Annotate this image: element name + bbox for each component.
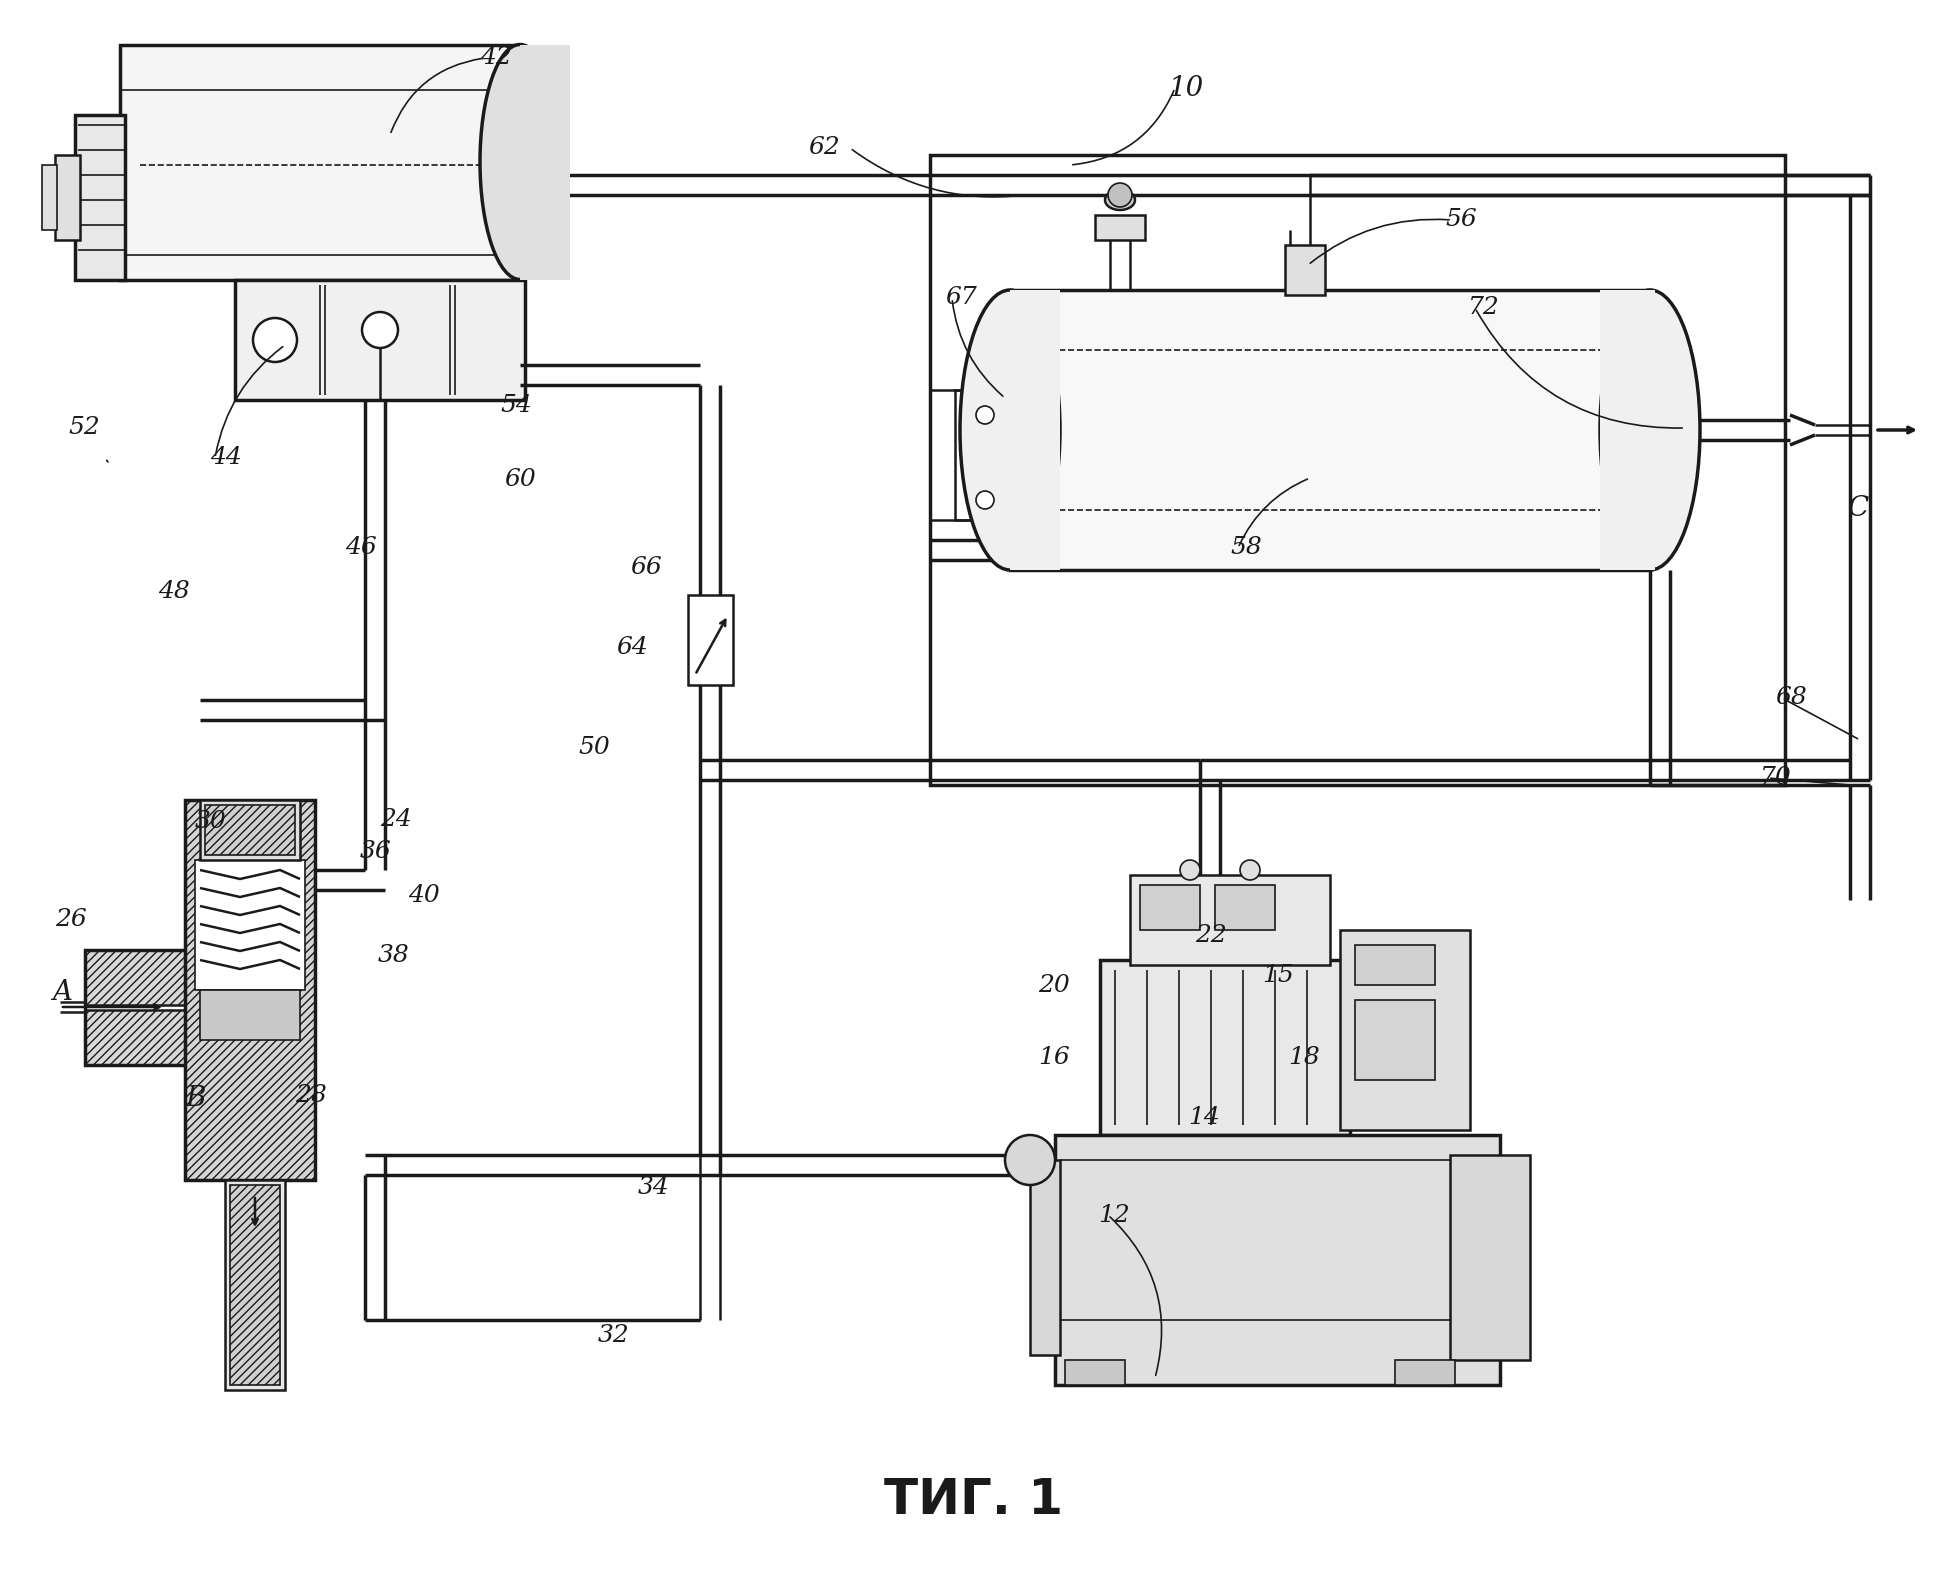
Circle shape bbox=[362, 311, 397, 348]
Bar bbox=[1356, 1001, 1436, 1080]
Circle shape bbox=[976, 405, 993, 425]
Text: 40: 40 bbox=[407, 884, 440, 907]
Ellipse shape bbox=[479, 45, 559, 279]
Text: 50: 50 bbox=[579, 736, 610, 760]
Bar bbox=[688, 595, 732, 685]
Bar bbox=[1030, 1160, 1060, 1355]
Text: 58: 58 bbox=[1229, 536, 1262, 560]
Bar bbox=[1009, 290, 1650, 570]
Bar bbox=[520, 45, 571, 279]
Bar bbox=[1140, 886, 1200, 930]
Text: 16: 16 bbox=[1038, 1047, 1069, 1069]
Bar bbox=[929, 155, 1784, 785]
Text: 18: 18 bbox=[1288, 1047, 1319, 1069]
Bar bbox=[185, 800, 316, 1179]
Bar bbox=[1356, 945, 1436, 985]
Text: 30: 30 bbox=[195, 811, 226, 833]
Circle shape bbox=[1241, 860, 1260, 879]
Bar bbox=[1056, 1135, 1500, 1385]
Text: 36: 36 bbox=[360, 841, 392, 863]
Ellipse shape bbox=[960, 290, 1060, 570]
Text: ΤИГ. 1: ΤИГ. 1 bbox=[884, 1476, 1064, 1524]
Text: 28: 28 bbox=[294, 1084, 327, 1106]
Bar bbox=[195, 860, 306, 990]
Text: 44: 44 bbox=[210, 447, 242, 469]
Circle shape bbox=[1005, 1135, 1056, 1184]
Bar bbox=[55, 155, 80, 239]
Ellipse shape bbox=[1599, 290, 1701, 570]
Bar bbox=[230, 1184, 281, 1385]
Text: 26: 26 bbox=[55, 908, 88, 932]
Ellipse shape bbox=[1105, 190, 1136, 211]
Bar bbox=[1449, 1156, 1529, 1360]
Bar bbox=[1395, 1360, 1455, 1385]
Text: 38: 38 bbox=[378, 943, 409, 967]
Text: B: B bbox=[185, 1085, 205, 1111]
Text: 48: 48 bbox=[158, 581, 189, 603]
Bar bbox=[1009, 290, 1060, 570]
Text: 66: 66 bbox=[629, 557, 662, 579]
Bar bbox=[1095, 215, 1145, 239]
Text: 72: 72 bbox=[1469, 297, 1500, 319]
Text: 32: 32 bbox=[598, 1323, 629, 1347]
Text: 42: 42 bbox=[479, 46, 512, 70]
Circle shape bbox=[1180, 860, 1200, 879]
Text: 10: 10 bbox=[1169, 75, 1204, 102]
Bar bbox=[955, 389, 1015, 520]
Bar bbox=[86, 950, 201, 1005]
Text: 52: 52 bbox=[68, 417, 99, 439]
Text: 54: 54 bbox=[501, 394, 532, 417]
Text: 46: 46 bbox=[345, 536, 376, 560]
Bar bbox=[226, 1179, 284, 1390]
Bar bbox=[205, 804, 294, 855]
Text: 22: 22 bbox=[1194, 924, 1227, 946]
Bar bbox=[201, 990, 300, 1041]
Bar bbox=[1066, 1360, 1126, 1385]
Text: 64: 64 bbox=[616, 637, 649, 659]
Bar bbox=[86, 950, 201, 1065]
Circle shape bbox=[253, 318, 296, 362]
Text: 12: 12 bbox=[1099, 1203, 1130, 1226]
Bar bbox=[1286, 246, 1325, 295]
Text: 62: 62 bbox=[808, 137, 840, 160]
Bar bbox=[86, 1010, 201, 1065]
Text: 20: 20 bbox=[1038, 974, 1069, 996]
Text: 56: 56 bbox=[1445, 209, 1477, 231]
Bar bbox=[76, 115, 125, 279]
Bar bbox=[1130, 875, 1330, 966]
Text: 24: 24 bbox=[380, 809, 411, 832]
Circle shape bbox=[976, 492, 993, 509]
Bar bbox=[1101, 961, 1350, 1135]
Bar bbox=[1599, 290, 1656, 570]
Text: A: A bbox=[53, 978, 72, 1005]
Circle shape bbox=[1108, 184, 1132, 207]
Bar bbox=[201, 800, 300, 860]
Text: 70: 70 bbox=[1759, 766, 1792, 790]
Bar bbox=[1216, 886, 1276, 930]
Text: C: C bbox=[1849, 495, 1870, 522]
Text: 68: 68 bbox=[1775, 686, 1806, 710]
Text: 34: 34 bbox=[639, 1176, 670, 1200]
Text: 14: 14 bbox=[1188, 1106, 1219, 1130]
Bar bbox=[236, 279, 526, 401]
Text: 60: 60 bbox=[505, 469, 536, 492]
Text: 67: 67 bbox=[945, 287, 976, 310]
Bar bbox=[121, 45, 520, 279]
Text: 15: 15 bbox=[1262, 964, 1293, 986]
Bar bbox=[1340, 930, 1471, 1130]
Bar bbox=[43, 164, 56, 230]
